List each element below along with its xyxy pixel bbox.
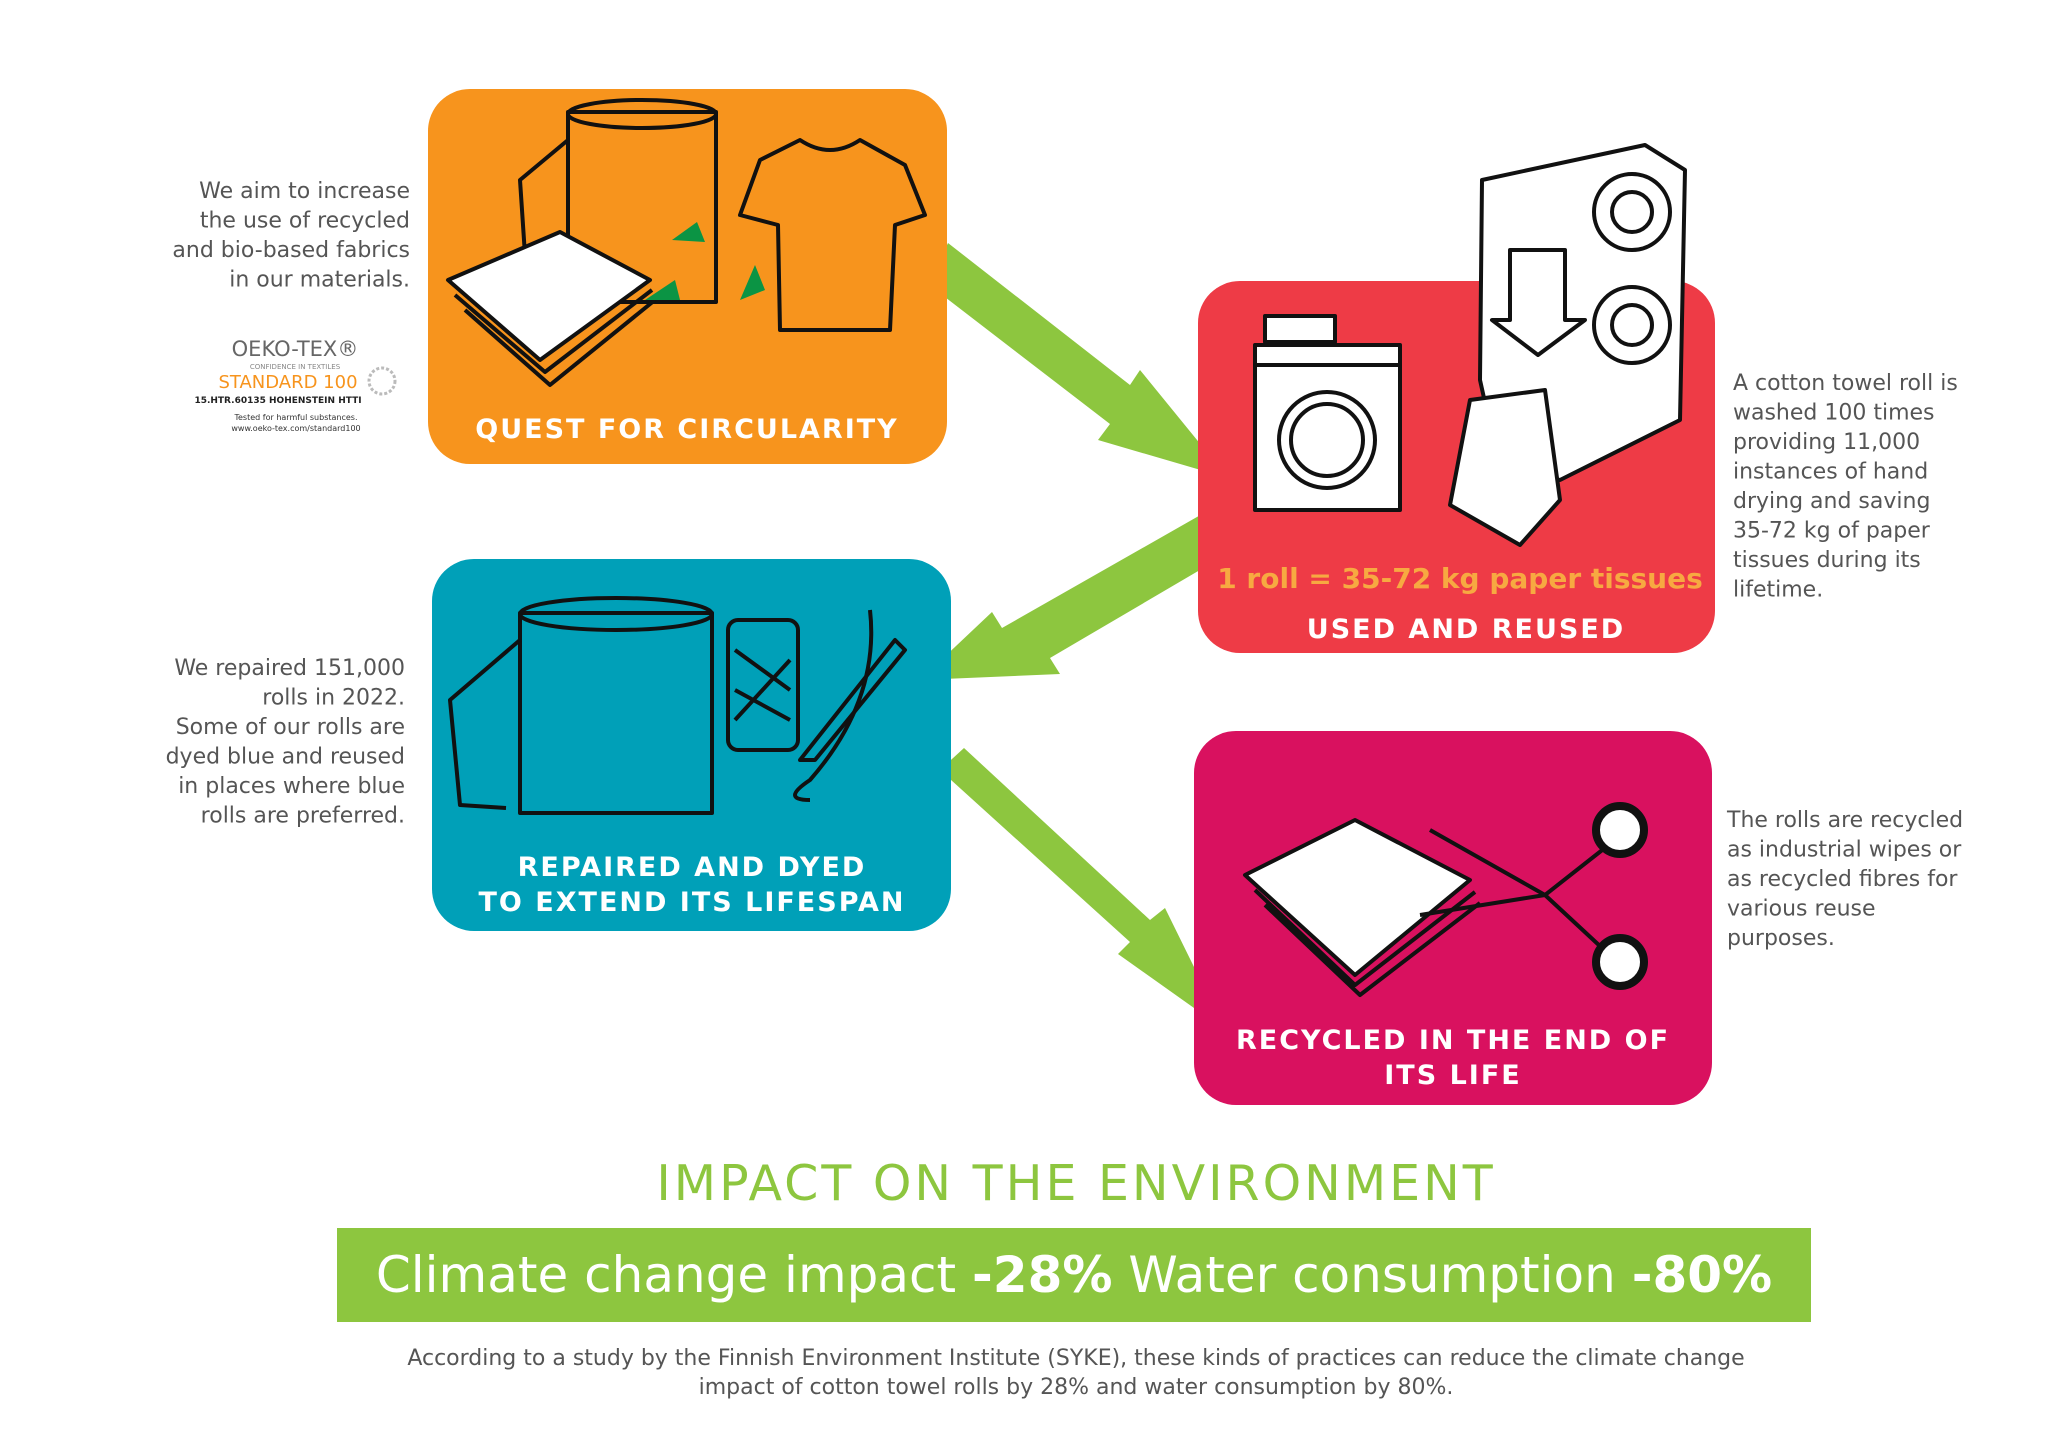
step-title: REPAIRED AND DYED [518,852,867,883]
step-note: in places where blue [178,774,405,799]
step-note: rolls in 2022. [262,686,405,711]
icon-scissors [1243,802,1648,997]
step-title: TO EXTEND ITS LIFESPAN [479,887,906,918]
impact-label: Climate change impact [376,1246,956,1304]
step-note: in our materials. [229,268,410,293]
step-title: RECYCLED IN THE END OF [1236,1025,1670,1056]
label-tested: Tested for harmful substances. [233,413,357,422]
oeko-tex-label: OEKO-TEX® CONFIDENCE IN TEXTILES STANDAR… [194,337,397,433]
step-title: ITS LIFE [1384,1060,1521,1091]
step-highlight: 1 roll = 35-72 kg paper tissues [1217,562,1703,595]
box-repaired [432,559,951,931]
icon-roll-shirt [446,98,927,387]
step-note: We aim to increase [199,179,410,204]
label-standard: STANDARD 100 [218,372,357,393]
impact-banner [337,1228,1811,1322]
box-recycled [1194,731,1712,1105]
step-note: drying and saving [1733,489,1930,514]
label-code: 15.HTR.60135 HOHENSTEIN HTTI [194,396,361,406]
impact-value: -80% [1632,1246,1772,1304]
impact-label: Water consumption [1128,1246,1615,1304]
step-note: and bio-based fabrics [172,238,410,263]
step-note: The rolls are recycled [1726,808,1963,833]
impact-value: -28% [972,1246,1112,1304]
notes: We aim to increase the use of recycled and… [166,179,1964,951]
step-note: as recycled fibres for [1727,867,1958,892]
step-note: the use of recycled [200,209,410,234]
footnote: According to a study by the Finnish Envi… [407,1346,1744,1371]
step-note: various reuse [1727,897,1876,922]
arrows [920,243,1234,1030]
step-note: providing 11,000 [1733,430,1920,455]
step-title: QUEST FOR CIRCULARITY [475,414,898,445]
step-note: instances of hand [1733,460,1928,485]
step-note: as industrial wipes or [1727,838,1962,863]
step-note: purposes. [1727,926,1835,951]
label-brand: OEKO-TEX® [232,337,359,361]
step-note: A cotton towel roll is [1733,371,1958,396]
step-note: lifetime. [1733,578,1823,603]
impact-heading: IMPACT ON THE ENVIRONMENT [656,1155,1495,1212]
step-title: USED AND REUSED [1307,614,1625,645]
icon-washer-dispenser [1253,143,1687,547]
label-tagline: CONFIDENCE IN TEXTILES [250,363,341,371]
impact-line: Climate change impact -28% Water consump… [376,1246,1772,1304]
footnote: impact of cotton towel rolls by 28% and … [699,1375,1454,1400]
icon-roll-thread [448,596,907,815]
step-note: washed 100 times [1733,401,1935,426]
step-note: rolls are preferred. [201,804,405,829]
step-note: tissues during its [1733,548,1921,573]
step-note: dyed blue and reused [166,745,405,770]
box-circularity [428,89,947,464]
step-note: We repaired 151,000 [174,656,405,681]
step-note: 35-72 kg of paper [1733,519,1931,544]
label-url: www.oeko-tex.com/standard100 [231,424,360,433]
step-note: Some of our rolls are [176,715,405,740]
